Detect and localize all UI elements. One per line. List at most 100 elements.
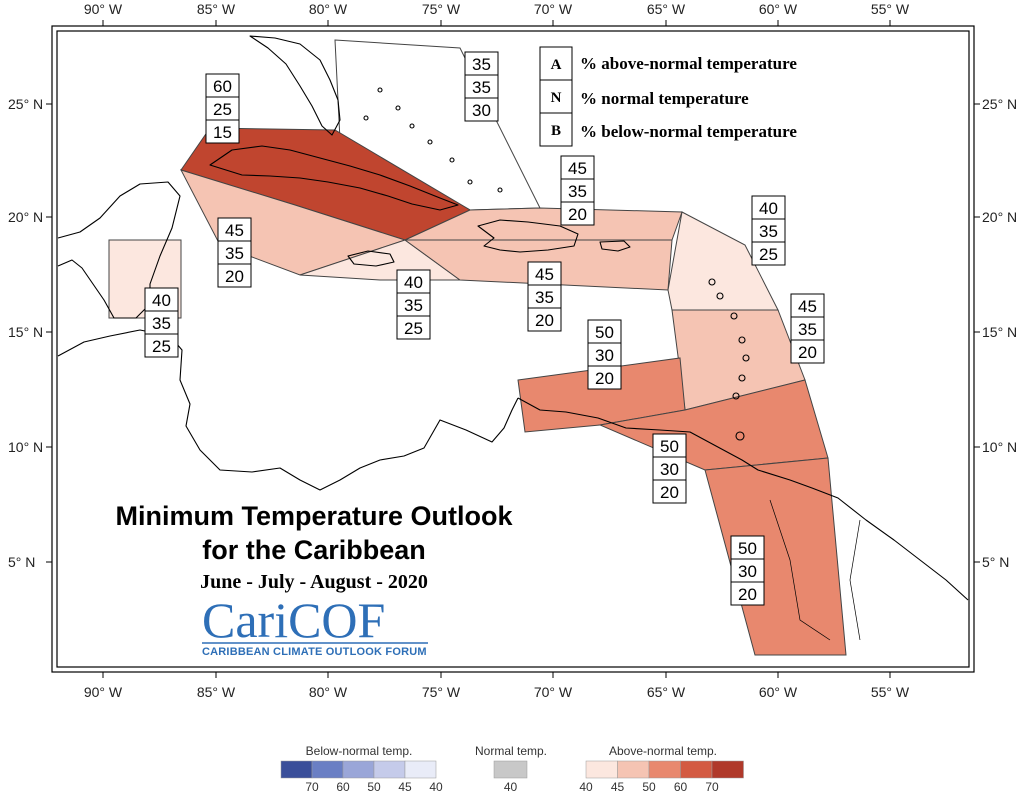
probability-b-value: 20 <box>798 343 817 362</box>
latitude-labels-left: 25° N 20° N 15° N 10° N 5° N <box>8 96 43 570</box>
colorbar-tick: 40 <box>504 780 518 791</box>
probability-box-hispaniola-north: 45 35 20 <box>560 155 595 226</box>
probability-box-belize: 40 35 25 <box>144 287 179 358</box>
lon-label: 85° W <box>197 684 236 700</box>
lat-label: 10° N <box>982 439 1017 455</box>
lon-label: 70° W <box>534 1 573 17</box>
lon-label: 90° W <box>84 1 123 17</box>
probability-legend: A N B % above-normal temperature % norma… <box>539 46 797 147</box>
title-backdrop <box>90 492 520 662</box>
longitude-labels-bottom: 90° W 85° W 80° W 75° W 70° W 65° W 60° … <box>84 684 910 700</box>
probability-b-value: 20 <box>225 267 244 286</box>
lon-label: 80° W <box>309 684 348 700</box>
probability-n-value: 30 <box>660 460 679 479</box>
probability-b-value: 15 <box>213 123 232 142</box>
colorbar-swatch <box>617 760 650 779</box>
colorbar-swatch <box>711 760 744 779</box>
map-period: June - July - August - 2020 <box>200 571 428 593</box>
colorbar-swatch <box>404 760 437 779</box>
colorbar-swatch <box>373 760 406 779</box>
lon-label: 75° W <box>422 684 461 700</box>
lon-label: 60° W <box>759 1 798 17</box>
probability-box-bahamas: 35 35 30 <box>464 51 499 122</box>
tick-marks <box>46 20 980 678</box>
legend-text-above: % above-normal temperature <box>580 54 797 73</box>
legend-key-normal: N <box>551 90 562 106</box>
cuba-coast <box>209 145 459 211</box>
probability-cell <box>527 307 562 332</box>
lat-label: 20° N <box>8 209 43 225</box>
probability-a-value: 50 <box>660 437 679 456</box>
legend-key-box <box>539 112 573 147</box>
probability-b-value: 25 <box>404 319 423 338</box>
probability-cell <box>205 119 240 144</box>
map-title-line2: for the Caribbean <box>202 535 426 565</box>
lon-label: 65° W <box>647 684 686 700</box>
probability-b-value: 25 <box>759 245 778 264</box>
probability-box-windward: 45 35 20 <box>790 293 825 364</box>
colorbar-tick: 50 <box>367 780 381 791</box>
guianas-borders <box>769 499 861 641</box>
probability-box-abc-islands: 50 30 20 <box>587 319 622 390</box>
probability-b-value: 20 <box>535 311 554 330</box>
legend-key-above: A <box>551 57 562 73</box>
colorbar-tick: 45 <box>611 780 625 791</box>
legend-text-normal: % normal temperature <box>580 89 749 108</box>
probability-a-value: 45 <box>798 297 817 316</box>
lon-label: 55° W <box>871 1 910 17</box>
colorbar-swatch <box>680 760 713 779</box>
probability-b-value: 25 <box>152 337 171 356</box>
lon-label: 55° W <box>871 684 910 700</box>
probability-box-cayman: 45 35 20 <box>217 217 252 288</box>
probability-n-value: 35 <box>568 182 587 201</box>
probability-cell <box>560 201 595 226</box>
lat-label: 25° N <box>8 96 43 112</box>
legend-key-below: B <box>551 123 561 139</box>
probability-a-value: 50 <box>738 539 757 558</box>
probability-a-value: 45 <box>535 265 554 284</box>
probability-a-value: 40 <box>152 291 171 310</box>
probability-a-value: 45 <box>225 221 244 240</box>
probability-b-value: 20 <box>738 585 757 604</box>
hispaniola-coast <box>477 219 579 253</box>
longitude-labels-top: 90° W 85° W 80° W 75° W 70° W 65° W 60° … <box>84 1 910 17</box>
probability-a-value: 40 <box>404 273 423 292</box>
puerto-rico-coast <box>599 240 631 252</box>
probability-n-value: 35 <box>759 222 778 241</box>
colorbar-legend: Below-normal temp. Normal temp. Above-no… <box>280 744 744 791</box>
colorbar-below-label: Below-normal temp. <box>306 744 413 758</box>
bahamas-islands <box>363 87 503 193</box>
jamaica-coast <box>347 250 395 267</box>
zone-guianas <box>704 457 847 656</box>
probability-boxes: 60 25 15 35 35 30 45 35 20 40 35 25 40 35 25 45 35 20 45 35… <box>144 51 825 606</box>
probability-n-value: 25 <box>213 100 232 119</box>
map-title-line1: Minimum Temperature Outlook <box>115 501 513 531</box>
colorbar-tick: 60 <box>336 780 350 791</box>
probability-b-value: 30 <box>472 101 491 120</box>
probability-a-value: 35 <box>472 55 491 74</box>
colorbar-tick: 45 <box>398 780 412 791</box>
colorbar-tick: 40 <box>429 780 443 791</box>
lat-label: 5° N <box>8 554 35 570</box>
yucatan-coast <box>57 181 181 319</box>
lon-label: 65° W <box>647 1 686 17</box>
lon-label: 75° W <box>422 1 461 17</box>
colorbar-tick: 40 <box>579 780 593 791</box>
probability-b-value: 20 <box>595 369 614 388</box>
colorbar-swatch <box>311 760 344 779</box>
probability-a-value: 60 <box>213 77 232 96</box>
probability-cell <box>144 333 179 358</box>
lon-label: 60° W <box>759 684 798 700</box>
south-america-coast <box>517 397 969 601</box>
probability-cell <box>790 339 825 364</box>
probability-a-value: 50 <box>595 323 614 342</box>
probability-n-value: 35 <box>404 296 423 315</box>
lat-label: 15° N <box>982 324 1017 340</box>
probability-cell <box>730 581 765 606</box>
probability-box-jamaica: 40 35 25 <box>396 269 431 340</box>
colorbar-tick: 50 <box>642 780 656 791</box>
lat-label: 5° N <box>982 554 1009 570</box>
lon-label: 85° W <box>197 1 236 17</box>
probability-n-value: 35 <box>535 288 554 307</box>
